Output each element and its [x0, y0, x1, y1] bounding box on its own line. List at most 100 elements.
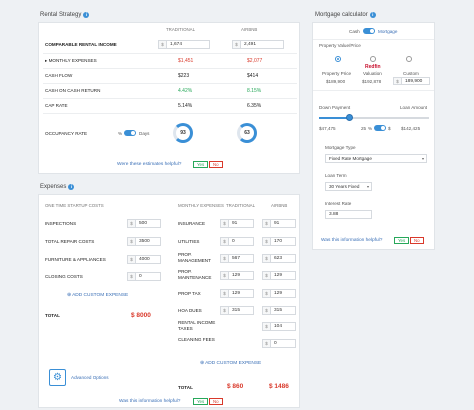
cash-mortgage-toggle[interactable] [363, 28, 375, 34]
maintenance-trad-input[interactable]: $129 [220, 271, 254, 280]
mortgage-card: Cash Mortgage Property Value/Price Prope… [312, 22, 435, 250]
custom-radio[interactable] [406, 56, 412, 62]
airbnb-monthly-expenses: $2,077 [247, 58, 263, 64]
down-payment-slider-track[interactable] [319, 117, 429, 119]
info-icon[interactable]: i [83, 12, 90, 18]
divider [43, 68, 297, 69]
one-time-label: TOTAL REPAIR COSTS [45, 239, 95, 244]
monthly-expenses-toggle[interactable]: ▸ MONTHLY EXPENSES [45, 58, 97, 63]
divider [43, 83, 297, 84]
furniture-input[interactable]: $4000 [127, 255, 161, 264]
hoa-trad-input[interactable]: $315 [220, 306, 254, 315]
expenses-card: ONE TIME STARTUP COSTS MONTHLY EXPENSES … [38, 194, 300, 408]
estimates-yes-button[interactable]: Yes [193, 161, 209, 168]
loan-amount-value: $142,425 [401, 126, 421, 131]
prop-tax-air-input[interactable]: $129 [262, 289, 296, 298]
monthly-label: CLEANING FEES [178, 337, 215, 342]
expenses-title: Expenses i [40, 184, 75, 190]
valuation-value: $192,878 [362, 79, 382, 84]
caret-right-icon: ▸ [45, 58, 49, 63]
insurance-air-input[interactable]: $91 [262, 219, 296, 228]
airbnb-coc-return: 8.15% [247, 88, 262, 94]
monthly-total-label: TOTAL [178, 385, 193, 390]
one-time-total-value: $ 8000 [131, 312, 151, 319]
prop-tax-trad-input[interactable]: $129 [220, 289, 254, 298]
mortgage-type-select[interactable]: Fixed Rate Mortgage ▾ [325, 154, 427, 163]
monthly-label: PROP TAX [178, 291, 201, 296]
settings-icon[interactable]: ⚙ [49, 369, 66, 386]
mortgage-type-label: Mortgage Type [325, 145, 356, 150]
one-time-label: FURNITURE & APPLIANCES [45, 257, 106, 262]
chevron-down-icon: ▾ [366, 184, 369, 189]
occupancy-percent-label: % [118, 131, 123, 136]
row-label-cap-rate: CAP RATE [45, 103, 68, 108]
income-tax-air-input[interactable]: $104 [262, 322, 296, 331]
closing-costs-input[interactable]: $0 [127, 272, 161, 281]
rental-strategy-title: Rental Strategy i [40, 12, 90, 18]
col-airbnb: AIRBNB [241, 27, 258, 32]
cleaning-air-input[interactable]: $0 [262, 339, 296, 348]
insurance-trad-input[interactable]: $91 [220, 219, 254, 228]
airbnb-cash-flow: $414 [247, 73, 259, 79]
custom-price-input[interactable]: $189,900 [393, 77, 430, 85]
expenses-helpful-prompt: Was this information helpful? [119, 399, 181, 404]
interest-rate-label: Interest Rate [325, 201, 352, 206]
cash-label: Cash [349, 29, 360, 34]
add-monthly-expense-link[interactable]: ⊕ ADD CUSTOM EXPENSE [200, 361, 262, 366]
mortgage-helpful-prompt: Was this information helpful? [321, 238, 383, 243]
info-icon[interactable]: i [369, 12, 376, 18]
utilities-air-input[interactable]: $170 [262, 237, 296, 246]
divider [43, 113, 297, 114]
divider [43, 53, 297, 54]
loan-term-label: Loan Term [325, 173, 347, 178]
divider [313, 39, 434, 40]
add-one-time-expense-link[interactable]: ⊕ ADD CUSTOM EXPENSE [67, 293, 129, 298]
trad-coc-return: 4.42% [178, 88, 193, 94]
advanced-options-link[interactable]: Advanced Options [71, 375, 109, 380]
property-price-value: $189,900 [326, 79, 346, 84]
monthly-label: PROP. MANAGEMENT [178, 252, 211, 263]
expenses-yes-button[interactable]: Yes [193, 398, 209, 405]
management-air-input[interactable]: $623 [262, 254, 296, 263]
redfin-logo: Redfin [365, 64, 381, 70]
management-trad-input[interactable]: $567 [220, 254, 254, 263]
down-payment-unit-toggle[interactable] [374, 125, 386, 131]
monthly-label: PROP. MAINTENANCE [178, 269, 212, 280]
plus-circle-icon: ⊕ [200, 361, 206, 366]
mortgage-title: Mortgage calculator i [315, 12, 376, 18]
divider [313, 90, 434, 91]
occupancy-unit-toggle[interactable] [124, 130, 136, 136]
down-payment-slider-handle[interactable] [346, 114, 353, 121]
interest-rate-input[interactable]: 3.88 [325, 210, 372, 219]
col-airbnb: AIRBNB [271, 203, 288, 208]
down-payment-value: $47,475 [319, 126, 336, 131]
info-icon[interactable]: i [68, 184, 75, 190]
trad-income-input[interactable]: $1,674 [158, 40, 210, 49]
occupancy-days-label: Days [139, 131, 150, 136]
valuation-radio[interactable] [370, 56, 376, 62]
row-label-cash-flow: CASH FLOW [45, 73, 73, 78]
mortgage-yes-button[interactable]: Yes [394, 237, 410, 244]
expenses-no-button[interactable]: No [209, 398, 223, 405]
percent-label: % [368, 126, 373, 131]
hoa-air-input[interactable]: $315 [262, 306, 296, 315]
row-label-occupancy: OCCUPANCY RATE [45, 131, 88, 136]
mortgage-no-button[interactable]: No [410, 237, 424, 244]
inspections-input[interactable]: $500 [127, 219, 161, 228]
down-payment-pct-value: 25 [361, 126, 367, 131]
utilities-trad-input[interactable]: $0 [220, 237, 254, 246]
maintenance-air-input[interactable]: $129 [262, 271, 296, 280]
one-time-header: ONE TIME STARTUP COSTS [45, 203, 104, 208]
down-payment-label: Down Payment [319, 105, 351, 110]
airbnb-cap-rate: 6.35% [247, 103, 262, 109]
loan-term-select[interactable]: 30 Years Fixed ▾ [325, 182, 372, 191]
monthly-header: MONTHLY EXPENSES [178, 203, 224, 208]
repair-costs-input[interactable]: $3500 [127, 237, 161, 246]
estimates-no-button[interactable]: No [209, 161, 223, 168]
chevron-down-icon: ▾ [421, 156, 424, 161]
custom-label: Custom [403, 71, 419, 76]
property-price-radio[interactable] [335, 56, 341, 62]
airbnb-income-input[interactable]: $2,491 [232, 40, 284, 49]
monthly-label: UTILITIES [178, 239, 200, 244]
one-time-label: INSPECTIONS [45, 221, 77, 226]
